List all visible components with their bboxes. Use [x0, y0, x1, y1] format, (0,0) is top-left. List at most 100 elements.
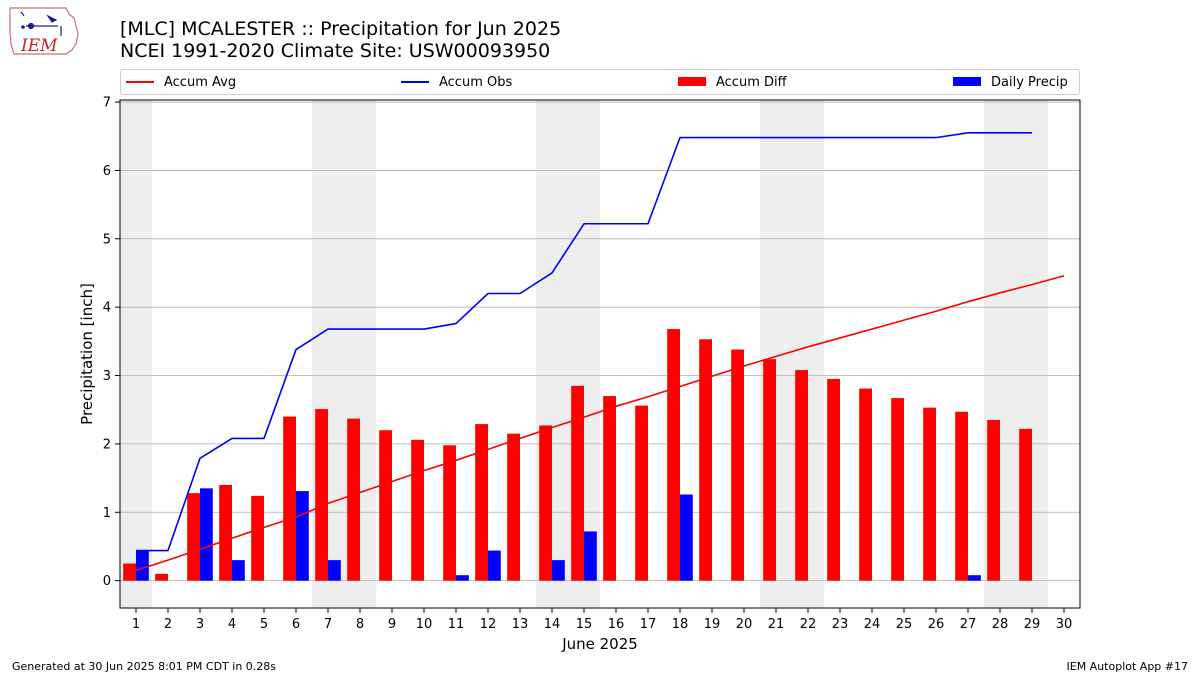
accum-diff-bar-day-11	[443, 445, 456, 581]
x-tick-label-1: 1	[132, 617, 140, 632]
weather-symbols-icon	[20, 11, 62, 36]
legend-item-accum-avg: Accum Avg	[126, 74, 236, 92]
x-tick-label-26: 26	[928, 617, 945, 632]
x-tick-label-6: 6	[292, 617, 300, 632]
x-tick-label-23: 23	[832, 617, 849, 632]
accum-obs-line	[136, 132, 1032, 552]
daily-precip-bar-day-15	[584, 531, 597, 581]
daily-precip-bar-day-14	[552, 560, 565, 581]
accum-avg-line	[135, 274, 1065, 572]
accum-diff-bar-day-27	[955, 411, 968, 581]
accum-diff-bar-day-26	[923, 407, 936, 581]
legend-item-daily-precip: Daily Precip	[953, 74, 1068, 92]
iem-logo: IEM	[9, 7, 79, 56]
x-tick-label-20: 20	[736, 617, 753, 632]
accum-diff-bar-day-5	[251, 495, 264, 581]
x-tick-label-29: 29	[1024, 617, 1041, 632]
accum-diff-bar-day-16	[603, 396, 616, 581]
legend-swatch-accum-obs	[401, 80, 429, 83]
legend-label-accum-diff: Accum Diff	[716, 75, 787, 90]
daily-precip-bar-day-11	[456, 575, 469, 581]
daily-precip-bar-day-18	[680, 494, 693, 581]
accum-diff-bar-day-14	[539, 425, 552, 581]
x-tick-label-28: 28	[992, 617, 1009, 632]
x-tick-label-18: 18	[672, 617, 689, 632]
accum-diff-bar-day-23	[827, 378, 840, 581]
x-tick-label-9: 9	[388, 617, 396, 632]
y-tick-label-1: 1	[103, 506, 111, 521]
accum-diff-bar-day-22	[795, 370, 808, 581]
legend-swatch-accum-avg	[126, 80, 154, 83]
x-tick-label-22: 22	[800, 617, 817, 632]
legend-label-accum-avg: Accum Avg	[164, 75, 237, 90]
daily-precip-bar-day-27	[968, 575, 981, 581]
accum-diff-bar-day-25	[891, 398, 904, 581]
accum-diff-bar-day-12	[475, 424, 488, 581]
y-tick-label-7: 7	[103, 96, 111, 111]
bars-layer	[123, 329, 1032, 581]
y-axis-label: Precipitation [inch]	[78, 283, 96, 425]
legend: Accum Avg Accum Obs Accum Diff Daily Pre…	[120, 69, 1080, 95]
x-tick-label-19: 19	[704, 617, 721, 632]
accum-diff-bar-day-21	[763, 359, 776, 581]
legend-item-accum-obs: Accum Obs	[401, 74, 512, 92]
footer-generated: Generated at 30 Jun 2025 8:01 PM CDT in …	[12, 660, 277, 673]
x-tick-label-8: 8	[356, 617, 364, 632]
accum-diff-bar-day-15	[571, 385, 584, 581]
daily-precip-bar-day-7	[328, 560, 341, 581]
accum-diff-bar-day-1	[123, 563, 136, 581]
x-tick-label-12: 12	[480, 617, 497, 632]
accum-diff-bar-day-20	[731, 349, 744, 581]
x-tick-label-24: 24	[864, 617, 881, 632]
legend-label-daily-precip: Daily Precip	[991, 75, 1068, 90]
accum-diff-bar-day-4	[219, 484, 232, 581]
accum-diff-bar-day-9	[379, 430, 392, 581]
accum-diff-bar-day-6	[283, 416, 296, 581]
y-axis-ticks: 0 1 2 3 4 5 6 7	[103, 96, 120, 589]
x-tick-label-10: 10	[416, 617, 433, 632]
legend-label-accum-obs: Accum Obs	[439, 75, 513, 90]
daily-precip-bar-day-12	[488, 550, 501, 581]
x-axis-ticks: 1 2 3 4 5 6 7 8 9 10 11 12 13 14 15 16 17 18 19 20 21 22 23 24 2…	[132, 608, 1072, 632]
accum-diff-bar-day-8	[347, 418, 360, 581]
chart-subtitle: NCEI 1991-2020 Climate Site: USW00093950	[120, 40, 551, 62]
x-tick-label-27: 27	[960, 617, 977, 632]
x-tick-label-14: 14	[544, 617, 561, 632]
x-axis-label: June 2025	[561, 635, 638, 653]
y-tick-label-4: 4	[103, 301, 111, 316]
daily-precip-bar-day-3	[200, 488, 213, 581]
accum-diff-bar-day-24	[859, 388, 872, 581]
x-tick-label-15: 15	[576, 617, 593, 632]
x-tick-label-25: 25	[896, 617, 913, 632]
y-gridlines	[120, 101, 1080, 582]
accum-diff-bar-day-18	[667, 329, 680, 581]
lines-layer	[135, 132, 1065, 572]
accum-diff-bar-day-19	[699, 339, 712, 581]
x-tick-label-17: 17	[640, 617, 657, 632]
accum-diff-bar-day-7	[315, 409, 328, 581]
x-tick-label-30: 30	[1056, 617, 1073, 632]
x-tick-label-3: 3	[196, 617, 204, 632]
accum-diff-bar-day-10	[411, 439, 424, 581]
daily-precip-bar-day-1	[136, 550, 149, 581]
chart-title: [MLC] MCALESTER :: Precipitation for Jun…	[120, 18, 562, 40]
plot-frame	[119, 99, 1081, 609]
legend-swatch-accum-diff	[678, 77, 706, 86]
x-tick-label-16: 16	[608, 617, 625, 632]
legend-swatch-daily-precip	[953, 77, 981, 86]
accum-diff-bar-day-3	[187, 493, 200, 581]
iowa-outline-icon	[9, 7, 79, 55]
accum-diff-bar-day-17	[635, 405, 648, 581]
legend-item-accum-diff: Accum Diff	[678, 74, 787, 92]
y-tick-label-2: 2	[103, 437, 111, 452]
x-tick-label-5: 5	[260, 617, 268, 632]
y-tick-label-3: 3	[103, 369, 111, 384]
daily-precip-bar-day-6	[296, 491, 309, 581]
y-tick-label-6: 6	[103, 164, 111, 179]
accum-diff-bar-day-13	[507, 433, 520, 581]
footer-app: IEM Autoplot App #17	[1066, 660, 1189, 673]
y-tick-label-0: 0	[103, 574, 111, 589]
logo-text: IEM	[20, 36, 58, 56]
x-tick-label-7: 7	[324, 617, 332, 632]
